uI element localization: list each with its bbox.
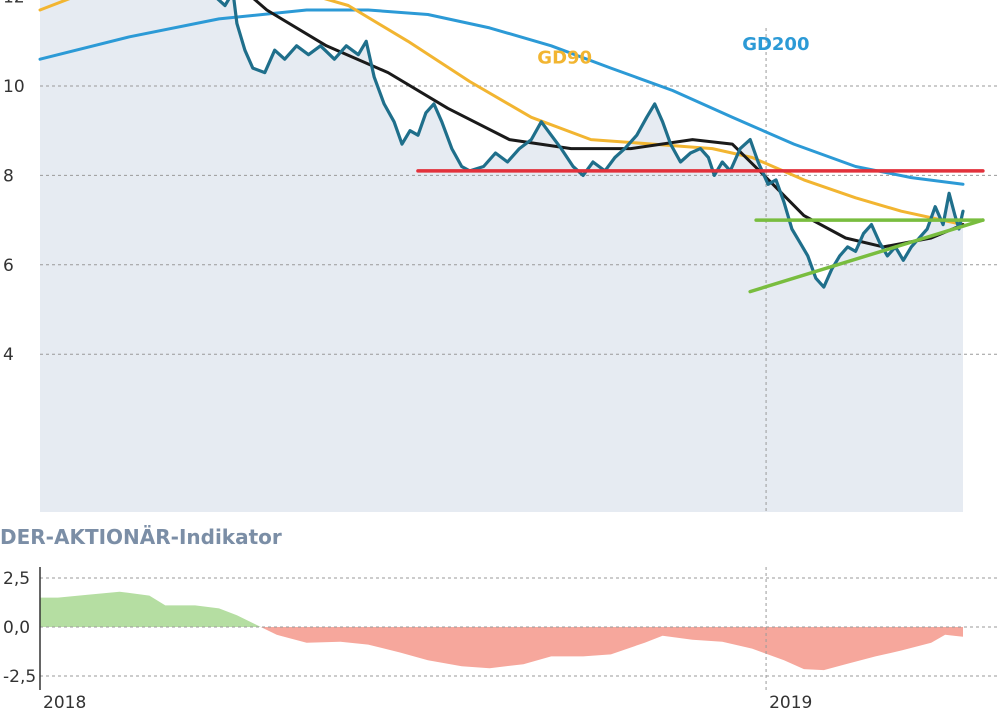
y-tick-label: 6 (3, 256, 14, 276)
y-tick-label: 8 (3, 166, 14, 186)
gd200-line (38, 8, 965, 186)
price-area (40, 0, 963, 512)
price-panel: 468101214GD38GD90GD200 (3, 0, 1000, 512)
gd90-line (38, 0, 965, 227)
indicator-title: DER-AKTIONÄR-Indikator (0, 525, 282, 549)
indicator-positive-area (40, 591, 261, 627)
gd38-line (252, 0, 965, 249)
gd90-label: GD90 (537, 48, 592, 69)
y-tick-label: 4 (3, 345, 14, 365)
indicator-y-tick-label: 2,5 (3, 569, 30, 589)
indicator-negative-area (260, 627, 963, 671)
indicator-y-tick-label: 0,0 (3, 618, 30, 638)
x-tick-label: 2019 (769, 693, 812, 713)
y-tick-label: 10 (3, 77, 25, 97)
x-tick-label: 2018 (43, 693, 86, 713)
indicator-y-tick-label: -2,5 (3, 667, 36, 687)
y-tick-label: 12 (3, 0, 25, 8)
gd200-label: GD200 (742, 34, 809, 55)
indicator-panel: 2,5 0,0 -2,5 2018 2019 (3, 567, 1000, 713)
support-trend-line (748, 218, 985, 294)
